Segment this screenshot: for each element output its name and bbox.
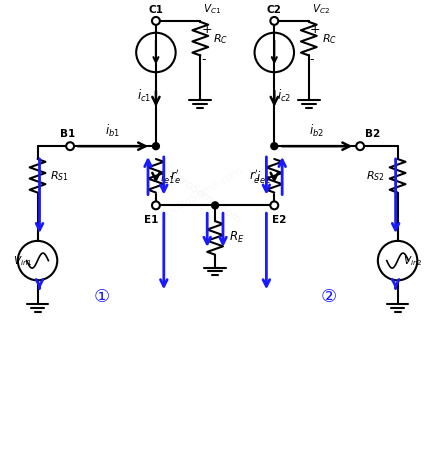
Circle shape — [271, 202, 278, 209]
Text: E2: E2 — [272, 215, 287, 225]
Circle shape — [66, 142, 74, 150]
Text: +: + — [201, 23, 212, 36]
Text: $V_{in2}$: $V_{in2}$ — [403, 254, 422, 267]
Text: $i_{c2}$: $i_{c2}$ — [277, 88, 291, 104]
Circle shape — [271, 143, 278, 150]
Text: -: - — [201, 53, 206, 66]
Text: $r_e'$: $r_e'$ — [249, 167, 260, 185]
Circle shape — [152, 17, 160, 25]
Text: ①: ① — [93, 288, 110, 306]
Text: ②: ② — [320, 288, 336, 306]
Text: electroSome.com: electroSome.com — [158, 162, 243, 225]
Circle shape — [212, 202, 218, 209]
Text: $R_C$: $R_C$ — [322, 32, 337, 45]
Text: $V_{C1}$: $V_{C1}$ — [203, 2, 222, 16]
Text: $i_{e2}$: $i_{e2}$ — [255, 170, 271, 186]
Text: $i_{b2}$: $i_{b2}$ — [309, 123, 324, 139]
Text: $V_{C2}$: $V_{C2}$ — [312, 2, 330, 16]
Text: B2: B2 — [365, 129, 380, 139]
Text: B1: B1 — [60, 129, 75, 139]
Text: $i_{e1}$: $i_{e1}$ — [160, 170, 175, 186]
Text: electroSome.com: electroSome.com — [156, 165, 245, 222]
Circle shape — [153, 143, 159, 150]
Text: E1: E1 — [144, 215, 158, 225]
Text: $R_C$: $R_C$ — [213, 32, 228, 45]
Text: $V_{in1}$: $V_{in1}$ — [13, 254, 32, 267]
Text: $r_e'$: $r_e'$ — [170, 167, 181, 185]
Text: C1: C1 — [149, 5, 163, 15]
Text: $R_{S2}$: $R_{S2}$ — [366, 169, 385, 183]
Circle shape — [356, 142, 364, 150]
Text: $R_E$: $R_E$ — [229, 230, 244, 245]
Circle shape — [152, 202, 160, 209]
Text: $R_{S1}$: $R_{S1}$ — [50, 169, 69, 183]
Circle shape — [271, 17, 278, 25]
Text: C2: C2 — [267, 5, 282, 15]
Text: $i_{c1}$: $i_{c1}$ — [137, 88, 151, 104]
Text: +: + — [310, 23, 320, 36]
Text: $i_{b1}$: $i_{b1}$ — [105, 123, 120, 139]
Text: -: - — [310, 53, 314, 66]
